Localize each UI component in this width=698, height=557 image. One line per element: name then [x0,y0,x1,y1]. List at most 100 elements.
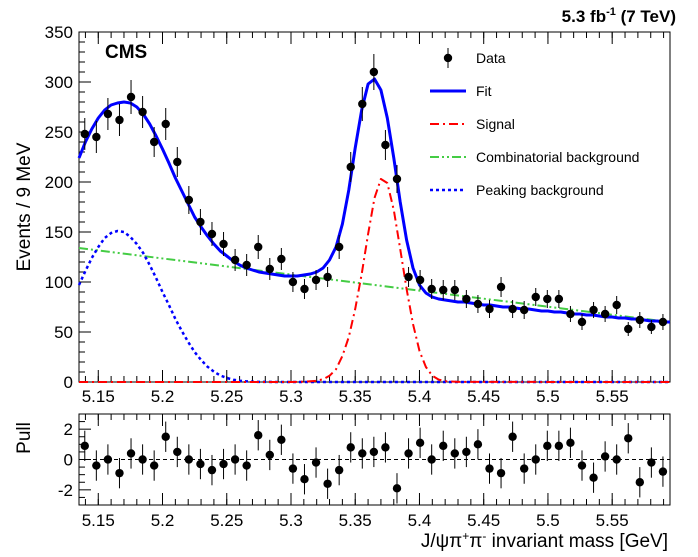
data-point [300,284,309,294]
data-point [265,264,274,274]
data-point [288,277,298,287]
pull-point [242,461,251,470]
pull-point [415,438,425,448]
pull-point [161,432,170,441]
x-title-part2: π [469,531,482,552]
legend-label: Fit [476,83,492,99]
experiment-label: CMS [105,42,147,63]
data-point [577,317,587,327]
lumi-exponent: -1 [606,6,616,18]
pull-point [230,455,240,464]
data-point [404,272,413,282]
pull-point [647,458,656,467]
x-tick-label: 5.5 [536,387,560,406]
pull-y-tick-label: -2 [58,481,73,500]
data-point [566,309,575,319]
data-point [242,260,251,270]
pull-point [624,434,633,443]
pull-point [404,449,413,458]
pull-point [496,468,506,478]
x-tick-label: 5.25 [210,387,243,406]
x-tick-label: 5.5 [536,511,560,530]
data-point [600,309,610,319]
x-axis-title: J/ψπ+π- invariant mass [GeV] [421,529,668,552]
pull-point [543,441,552,451]
pull-point [334,465,344,475]
data-point [450,285,459,295]
pull-point [392,484,402,493]
y-tick-label: 150 [45,223,73,242]
legend: Data Fit Signal Combinatorial background Pea… [430,48,639,198]
pull-point [288,464,298,473]
pull-point [508,432,517,441]
data-point [173,157,182,167]
x-title-sup1: + [462,529,469,543]
pull-point [196,459,205,469]
pull-point [138,455,147,464]
pull-point [554,441,564,451]
data-point [531,292,540,302]
data-point [184,195,194,205]
x-tick-label: 5.4 [408,387,432,406]
data-point [635,315,645,325]
pull-point [485,464,494,473]
data-point [323,272,332,282]
x-tick-label: 5.55 [596,511,629,530]
data-point [80,129,89,139]
x-title-part1: J/ψπ [421,531,462,552]
pull-point [126,449,136,458]
legend-label: Peaking background [476,182,604,198]
main-y-axis-title: Events / 9 MeV [14,142,35,271]
data-point [496,282,506,292]
pull-plot: -2 0 2 5.15 5.2 5.25 5.3 5.35 5.4 5.45 5.5 5.55 Pu… [14,413,671,552]
main-plot: 0 50 100 150 200 250 300 350 5.15 5.2 5.25 5.3 5.35… [14,23,671,406]
pull-point [566,438,575,448]
data-point [149,137,159,147]
lumi-value: 5.3 fb [562,7,606,26]
pull-point [323,479,332,488]
pull-point [277,435,286,444]
data-point [346,162,355,172]
x-tick-label: 5.25 [210,511,243,530]
pull-point [207,465,217,475]
pull-point [300,475,309,484]
luminosity-label: 5.3 fb-1 (7 TeV) [562,6,676,26]
x-title-sup2: - [482,529,486,543]
data-point [277,254,286,264]
pull-point [600,452,610,461]
data-point [369,67,379,77]
pull-points [80,420,668,504]
x-tick-label: 5.4 [408,511,432,530]
pull-point [369,447,379,457]
pull-point [462,447,471,457]
pull-point [265,450,274,460]
data-point [358,99,367,109]
x-tick-label: 5.3 [279,511,303,530]
data-point [554,294,564,304]
data-point [138,107,147,117]
data-point [589,305,598,315]
data-point [519,305,529,315]
data-point [207,229,217,239]
x-tick-label: 5.15 [82,387,115,406]
data-point [311,275,321,285]
pull-y-tick-label: 0 [64,451,73,470]
data-point [415,275,425,285]
pull-y-axis-title: Pull [14,422,35,454]
x-tick-label: 5.2 [151,387,175,406]
data-point [334,242,344,252]
data-point [508,304,517,314]
pull-point [427,455,436,464]
data-point [254,242,263,252]
pull-point [450,449,459,458]
data-point [543,294,552,304]
legend-marker-data [443,53,453,63]
pull-point [473,440,483,449]
main-y-axis: 0 50 100 150 200 250 300 350 [45,23,91,392]
pull-point [519,464,529,473]
pull-point [439,441,448,451]
data-point [439,285,448,295]
x-tick-label: 5.3 [279,387,303,406]
y-tick-label: 0 [64,373,73,392]
data-point [196,217,205,227]
